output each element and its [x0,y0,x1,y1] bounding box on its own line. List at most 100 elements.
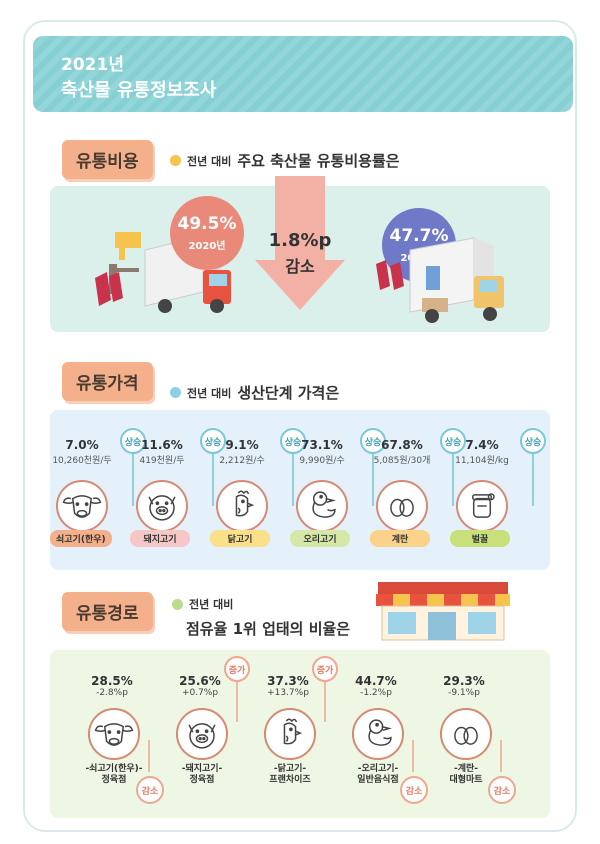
price-unit: 10,260천원/두 [52,456,112,466]
egg-icon [376,480,428,532]
route-item: 28.5% -2.8%p [72,674,152,698]
connector-line [148,740,150,772]
price-pct: 73.1% [301,438,343,452]
price-item-label: 쇠고기(한우) [50,530,112,547]
route-item-label: -계란- 대형마트 [430,764,502,787]
connector-line [236,678,238,722]
cost-section-title: 유통비용 [62,140,153,179]
connector-line [500,740,502,772]
price-pct: 7.0% [65,438,99,452]
increase-badge: 증가 [312,656,338,682]
increase-badge: 상승 [200,428,226,454]
price-sub-main: 생산단계 가격은 [237,384,340,402]
header-title: 축산물 유통정보조사 [61,80,217,101]
route-channel: 정육점 [101,775,127,786]
honey-icon [456,480,508,532]
price-item-label: 닭고기 [210,530,270,547]
decrease-arrow-icon [255,176,345,310]
price-item-label: 계란 [370,530,430,547]
route-change: -2.8%p [96,688,128,698]
connector-line [452,448,454,506]
price-sub-prefix: 전년 대비 [187,386,232,400]
price-item: 7.0% 10,260천원/두 [42,438,122,466]
decrease-badge: 감소 [400,776,428,804]
connector-line [412,740,414,772]
price-unit: 5,085원/30개 [373,456,431,466]
delivery-truck-2021-icon [376,237,504,323]
route-item-label: -닭고기- 프랜차이즈 [254,764,326,787]
price-item: 7.4% 11,104원/kg [442,438,522,466]
route-change: +0.7%p [181,688,219,698]
increase-badge: 상승 [520,428,546,454]
cost-change-value: 1.8%p [268,230,332,251]
chicken-icon [216,480,268,532]
route-change: +13.7%p [267,688,309,698]
price-unit: 2,212원/수 [219,456,265,466]
price-section-title: 유통가격 [62,362,153,401]
connector-line [532,448,534,506]
route-category: -닭고기- [273,764,307,774]
price-section-subtitle: 전년 대비 생산단계 가격은 [170,382,339,403]
chicken-icon [264,708,316,760]
route-channel: 일반음식점 [357,775,399,786]
route-pct: 29.3% [443,674,485,688]
increase-badge: 상승 [120,428,146,454]
route-item: 29.3% -9.1%p [424,674,504,698]
route-category: -계란- [453,764,479,774]
duck-icon [296,480,348,532]
header-banner: 2021년 축산물 유통정보조사 [33,36,573,112]
connector-line [372,448,374,506]
cost-sub-main: 주요 축산물 유통비용률은 [237,152,400,170]
route-channel: 대형마트 [449,775,483,786]
route-section-title: 유통경로 [62,592,153,631]
cost-2020-value: 49.5% [177,214,237,234]
route-item-label: -쇠고기(한우)- 정육점 [78,764,150,787]
route-channel: 정육점 [189,775,215,786]
price-unit: 11,104원/kg [455,456,509,466]
bullet-dot-icon [170,155,181,166]
route-item: 44.7% -1.2%p [336,674,416,698]
cow-icon [88,708,140,760]
route-sub-main: 점유율 1위 업태의 비율은 [186,620,351,638]
connector-line [132,448,134,506]
connector-line [292,448,294,506]
price-unit: 419천원/두 [139,456,185,466]
cost-2020-year: 2020년 [188,241,226,252]
egg-icon [440,708,492,760]
price-pct: 11.6% [141,438,183,452]
route-pct: 44.7% [355,674,397,688]
route-sub-prefix: 전년 대비 [189,598,234,611]
route-channel: 프랜차이즈 [269,775,311,786]
pig-icon [136,480,188,532]
route-item: 25.6% +0.7%p [160,674,240,698]
price-item: 67.8% 5,085원/30개 [362,438,442,466]
route-pct: 28.5% [91,674,133,688]
cost-2020-circle: 49.5% 2020년 [170,196,244,270]
route-pct: 25.6% [179,674,221,688]
price-item: 9.1% 2,212원/수 [202,438,282,466]
price-item-label: 오리고기 [290,530,350,547]
price-item-label: 돼지고기 [130,530,190,547]
header-year: 2021년 [61,55,124,75]
store-icon [376,582,510,641]
route-item: 37.3% +13.7%p [248,674,328,698]
route-category: -오리고기- [357,764,399,774]
pig-icon [176,708,228,760]
price-unit: 9,990원/수 [299,456,345,466]
cost-section-subtitle: 전년 대비 주요 축산물 유통비용률은 [170,150,400,171]
route-section-subtitle: 점유율 1위 업태의 비율은 [186,618,350,639]
route-item-label: -오리고기- 일반음식점 [342,764,414,787]
route-category: -쇠고기(한우)- [85,764,143,774]
decrease-badge: 감소 [136,776,164,804]
cost-change: 1.8%p 감소 [255,230,345,277]
route-item-label: -돼지고기- 정육점 [166,764,238,787]
route-pct: 37.3% [267,674,309,688]
price-pct: 7.4% [465,438,499,452]
cost-2021-value: 47.7% [389,226,449,246]
bullet-dot-icon [172,598,183,610]
duck-icon [352,708,404,760]
connector-line [212,448,214,506]
price-item: 73.1% 9,990원/수 [282,438,362,466]
route-change: -1.2%p [360,688,392,698]
cow-icon [56,480,108,532]
